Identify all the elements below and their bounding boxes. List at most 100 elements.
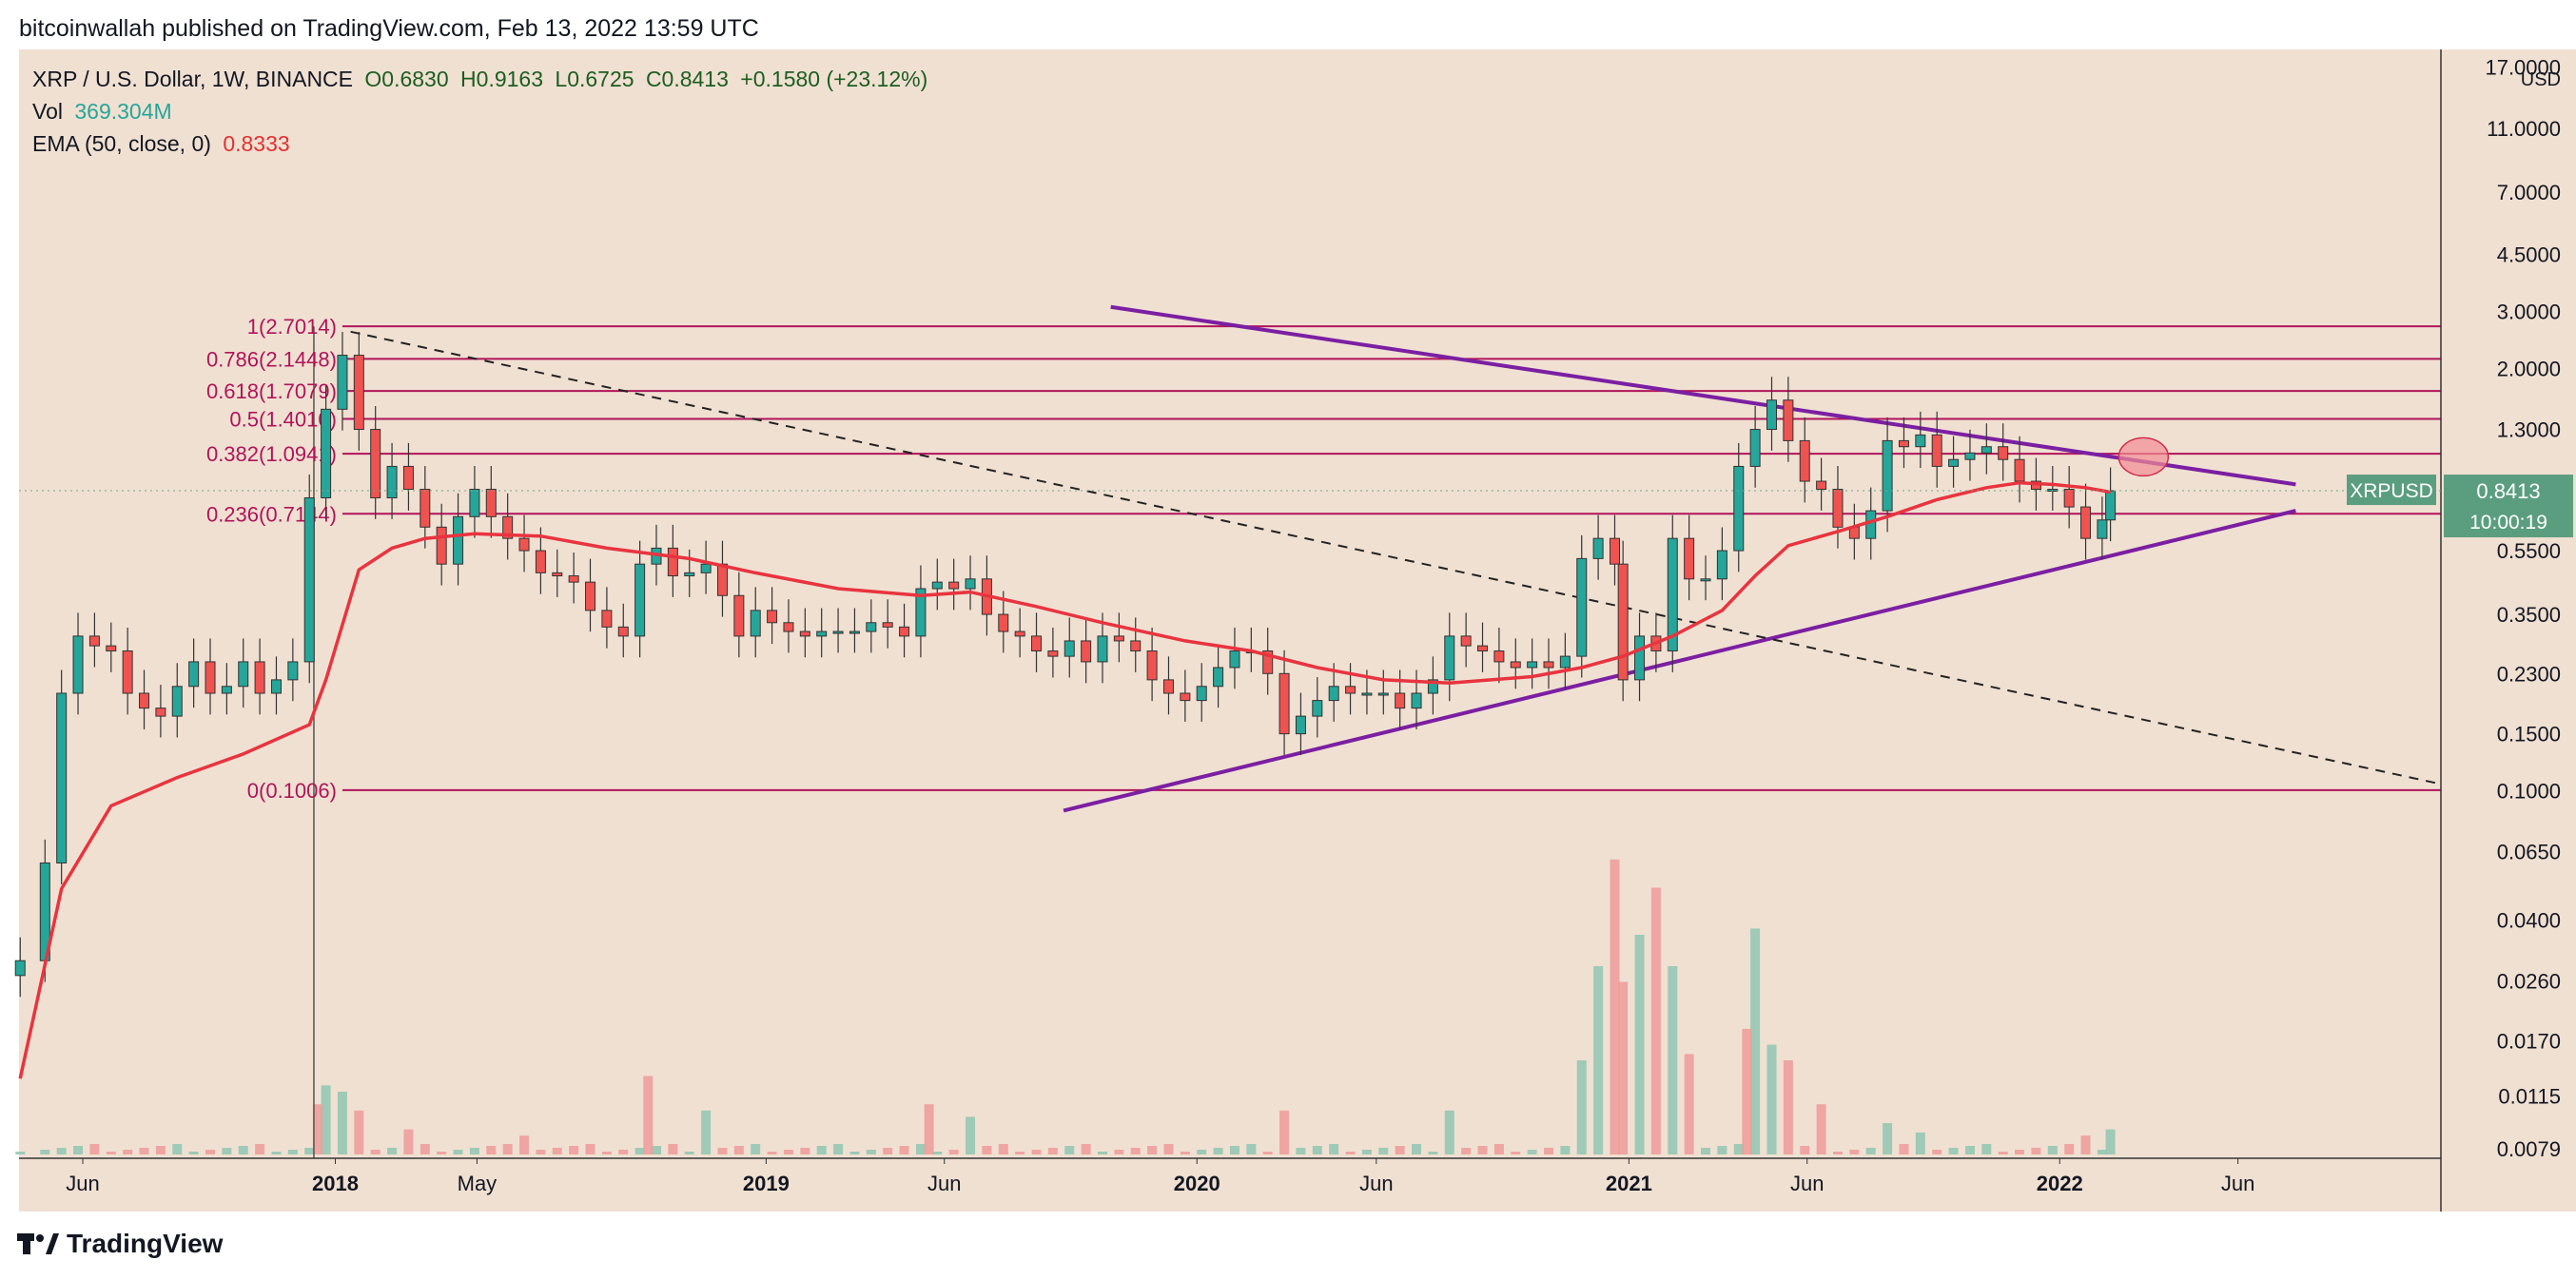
volume-bar bbox=[370, 1150, 381, 1154]
time-tick-label: Jun bbox=[1359, 1172, 1393, 1195]
candle-body bbox=[1395, 692, 1406, 709]
candle-body bbox=[1493, 650, 1505, 663]
time-tick-label: Jun bbox=[66, 1172, 99, 1195]
price-tick-label: 11.0000 bbox=[2487, 117, 2561, 141]
candle-body bbox=[1716, 550, 1727, 580]
candle-body bbox=[1592, 537, 1604, 559]
volume-bar bbox=[287, 1150, 298, 1154]
candle-body bbox=[1816, 480, 1827, 491]
volume-bar bbox=[1428, 1152, 1438, 1154]
fib-level-label: 1(2.7014) bbox=[247, 315, 337, 339]
candle-body bbox=[270, 679, 282, 694]
candle-body bbox=[849, 630, 860, 634]
legend-ema-row: EMA (50, close, 0) 0.8333 bbox=[32, 131, 296, 157]
candle-body bbox=[221, 686, 232, 694]
candle-body bbox=[816, 630, 828, 637]
volume-bar bbox=[1229, 1146, 1239, 1154]
candle-body bbox=[1749, 429, 1761, 467]
volume-bar bbox=[354, 1110, 364, 1154]
legend-high: H0.9163 bbox=[460, 67, 544, 91]
volume-bar bbox=[1395, 1146, 1405, 1154]
highlight-ellipse bbox=[2117, 436, 2170, 477]
time-tick-label: 2022 bbox=[2037, 1172, 2083, 1195]
volume-bar bbox=[188, 1152, 199, 1154]
volume-bar bbox=[1361, 1150, 1372, 1154]
candle-body bbox=[1444, 635, 1455, 681]
candle-body bbox=[1667, 537, 1678, 652]
candle-body bbox=[1345, 686, 1356, 694]
price-tick-label: 0.0260 bbox=[2497, 969, 2561, 993]
volume-bar bbox=[519, 1135, 530, 1154]
volume-bar bbox=[2080, 1135, 2091, 1154]
volume-bar bbox=[437, 1152, 447, 1154]
volume-bar bbox=[1031, 1150, 1042, 1154]
time-tick-label: Jun bbox=[1790, 1172, 1824, 1195]
volume-bar bbox=[139, 1148, 149, 1154]
volume-bar bbox=[1262, 1152, 1273, 1154]
candle-body bbox=[402, 465, 414, 491]
volume-bar bbox=[800, 1148, 810, 1154]
candle-body bbox=[485, 489, 497, 517]
volume-bar bbox=[751, 1144, 761, 1154]
volume-bar bbox=[1015, 1152, 1025, 1154]
volume-bar bbox=[684, 1152, 694, 1154]
time-tick-label: 2018 bbox=[312, 1172, 359, 1195]
volume-bar bbox=[1378, 1148, 1389, 1154]
candle-body bbox=[1964, 452, 1976, 460]
volume-bar bbox=[420, 1144, 430, 1154]
volume-bar bbox=[1964, 1146, 1975, 1154]
candle-body bbox=[2097, 519, 2108, 539]
candle-body bbox=[238, 661, 249, 688]
volume-bar bbox=[1576, 1060, 1587, 1154]
price-tick-label: 17.0000 bbox=[2485, 55, 2561, 79]
descending-trendline bbox=[1110, 304, 2296, 487]
candle-body bbox=[1460, 635, 1472, 647]
candle-body bbox=[601, 610, 613, 628]
volume-bar bbox=[469, 1148, 479, 1154]
volume-bar bbox=[1329, 1144, 1339, 1154]
candle-body bbox=[1684, 537, 1695, 580]
fib-level-label: 0(0.1006) bbox=[247, 779, 337, 803]
volume-bar bbox=[2031, 1148, 2041, 1154]
candle-body bbox=[568, 575, 579, 583]
volume-bar bbox=[1750, 928, 1761, 1154]
volume-bar bbox=[1527, 1150, 1537, 1154]
price-tag-box bbox=[2444, 475, 2573, 538]
volume-bar bbox=[569, 1146, 579, 1154]
candle-body bbox=[1527, 661, 1538, 669]
volume-bar bbox=[1717, 1146, 1727, 1154]
volume-bar bbox=[1213, 1148, 1223, 1154]
tradingview-brand[interactable]: TradingView bbox=[17, 1229, 223, 1259]
volume-bar bbox=[816, 1146, 827, 1154]
volume-bar bbox=[1098, 1152, 1107, 1154]
volume-bar bbox=[123, 1150, 133, 1154]
volume-bar bbox=[767, 1152, 777, 1154]
candle-body bbox=[1162, 679, 1174, 694]
volume-bar bbox=[2097, 1150, 2107, 1154]
candle-body bbox=[866, 622, 877, 632]
symbol-tag-box bbox=[2347, 475, 2436, 506]
volume-bar bbox=[1932, 1150, 1942, 1154]
candle-body bbox=[370, 429, 381, 499]
candle-body bbox=[733, 594, 745, 637]
volume-bar bbox=[40, 1150, 50, 1154]
volume-bar bbox=[1047, 1148, 1058, 1154]
volume-bar bbox=[1544, 1148, 1553, 1154]
volume-bar bbox=[2105, 1129, 2116, 1154]
volume-bar bbox=[899, 1146, 909, 1154]
time-tick-label: 2019 bbox=[743, 1172, 790, 1195]
candle-body bbox=[337, 355, 348, 410]
volume-bar bbox=[453, 1150, 463, 1154]
price-tick-label: 1.3000 bbox=[2497, 418, 2561, 442]
volume-bar bbox=[932, 1152, 943, 1154]
price-tick-label: 2.0000 bbox=[2497, 358, 2561, 381]
candle-body bbox=[1130, 640, 1142, 652]
candle-body bbox=[1047, 650, 1059, 657]
candle-body bbox=[1081, 640, 1092, 663]
volume-bar bbox=[337, 1092, 347, 1154]
volume-bar bbox=[1948, 1148, 1959, 1154]
volume-bar bbox=[883, 1148, 893, 1154]
candle-body bbox=[14, 960, 26, 977]
volume-bar bbox=[1345, 1152, 1356, 1154]
